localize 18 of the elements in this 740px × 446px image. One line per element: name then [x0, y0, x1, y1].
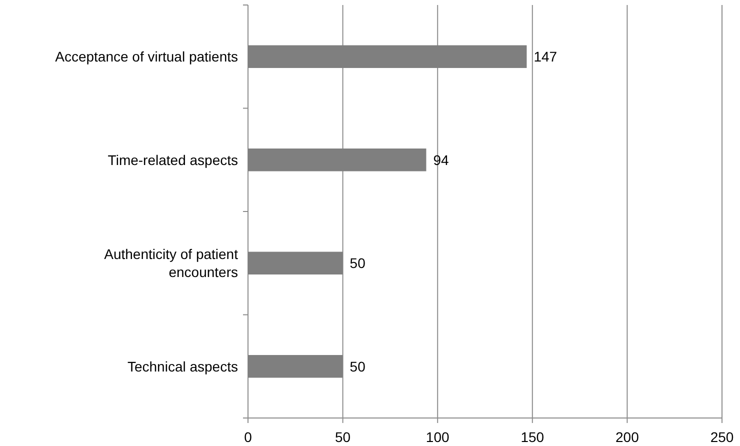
y-tick-label: Technical aspects	[127, 358, 238, 374]
bar	[248, 355, 343, 378]
y-tick-label: Authenticity of patient encounters	[104, 246, 238, 280]
data-label: 147	[534, 48, 558, 65]
data-label: 94	[433, 152, 450, 168]
x-tick-label: 150	[520, 429, 544, 445]
x-tick-label: 0	[244, 429, 252, 445]
data-label: 50	[350, 358, 366, 374]
bar	[248, 45, 527, 68]
data-label: 50	[350, 255, 366, 272]
x-tick-label: 250	[710, 429, 734, 445]
bar	[248, 148, 426, 172]
x-tick-label: 100	[426, 429, 450, 445]
bar	[248, 252, 343, 274]
y-tick-label: Acceptance of virtual patients	[55, 48, 238, 65]
x-tick-label: 50	[335, 429, 351, 445]
x-tick-label: 200	[616, 429, 640, 445]
y-tick-label: Time-related aspects	[108, 152, 238, 168]
